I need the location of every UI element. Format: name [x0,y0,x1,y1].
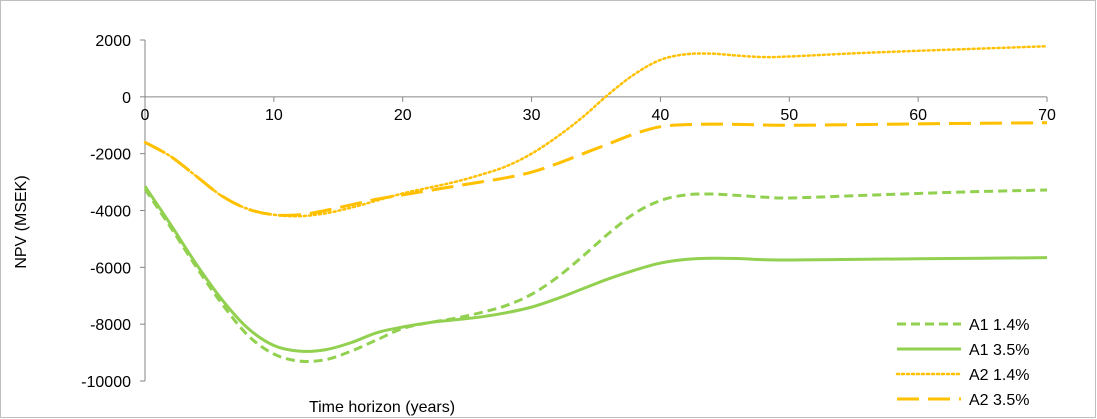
legend-label: A1 3.5% [969,342,1029,359]
axes [140,39,1048,382]
y-tick-label: -6000 [90,260,131,277]
legend-label: A1 1.4% [969,317,1029,334]
series-line-3 [143,45,1049,218]
x-tick-label: 50 [780,107,798,124]
y-tick-label: -4000 [90,204,131,221]
legend: A1 1.4% A1 3.5% A2 1.4% A2 3.5% [895,317,1029,409]
y-tick-label: -10000 [81,374,131,391]
x-tick-label: 40 [652,107,670,124]
x-axis-label: Time horizon (years) [309,399,455,416]
y-tick-label: 0 [122,90,131,107]
series-line-4 [144,121,1048,217]
series-line-1 [143,188,1048,364]
y-tick-label: -2000 [90,147,131,164]
legend-label: A2 1.4% [969,367,1029,384]
series-lines [143,45,1049,364]
y-axis-label: NPV (MSEK) [13,175,30,268]
y-tick-label: -8000 [90,317,131,334]
x-tick-label: 60 [909,107,927,124]
legend-label: A2 3.5% [969,392,1029,409]
x-tick-label: 10 [265,107,283,124]
series-line-2 [143,185,1048,353]
y-tick-label: 2000 [95,33,131,50]
y-tick-labels: 2000 0 -2000 -4000 -6000 -8000 -10000 [81,33,131,391]
x-tick-label: 20 [394,107,412,124]
x-tick-label: 30 [523,107,541,124]
x-tick-label: 0 [141,107,150,124]
x-tick-labels: 0 10 20 30 40 50 60 70 [141,107,1056,124]
x-tick-label: 70 [1038,107,1056,124]
